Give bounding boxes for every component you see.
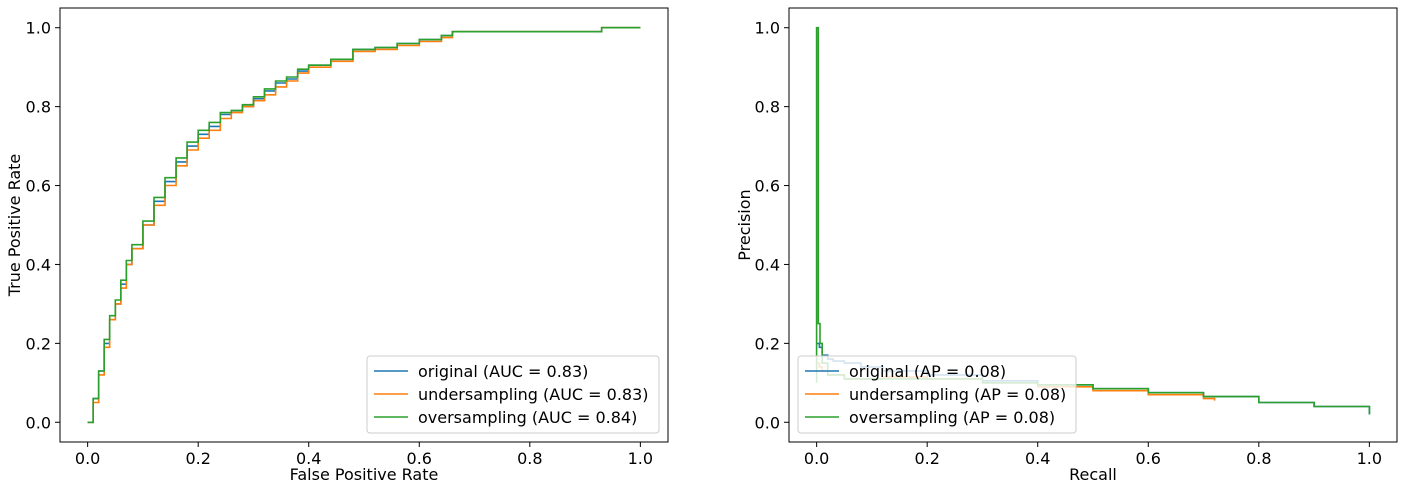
pr-chart-x-axis-label: Recall <box>1069 465 1117 484</box>
roc-chart-lines <box>87 26 641 424</box>
pr-x-tick-label: 0.4 <box>1025 449 1050 468</box>
pr-legend-entry-original: original (AP = 0.08) <box>805 362 1006 381</box>
roc-legend-label-undersampling: undersampling (AUC = 0.83) <box>418 385 649 404</box>
roc-legend-entry-original: original (AUC = 0.83) <box>374 362 588 381</box>
roc-chart-y-axis-label: True Positive Rate <box>5 154 24 298</box>
roc-y-tick-label: 0.2 <box>26 334 51 353</box>
roc-legend-box <box>366 355 660 434</box>
roc-x-tick-label: 0.2 <box>185 449 210 468</box>
pr-chart-y-axis-label: Precision <box>735 189 754 260</box>
roc-y-tick-label: 0.4 <box>26 255 51 274</box>
pr-legend-entry-undersampling: undersampling (AP = 0.08) <box>805 385 1066 404</box>
roc-x-tick-label: 0.4 <box>296 449 321 468</box>
roc-chart-legend: original (AUC = 0.83) undersampling (AUC… <box>366 355 660 434</box>
pr-x-tick-label: 0.8 <box>1246 449 1271 468</box>
pr-chart-legend: original (AP = 0.08) undersampling (AP =… <box>797 355 1077 434</box>
roc-y-tick-label: 0.8 <box>26 98 51 117</box>
pr-y-tick-label: 0.8 <box>755 98 780 117</box>
roc-chart: 0.0 0.2 0.4 0.6 0.8 1.0 0.0 0.2 0.4 0.6 0.8 1.0 Fa… <box>5 7 669 484</box>
roc-legend-entry-oversampling: oversampling (AUC = 0.84) <box>374 408 637 427</box>
pr-y-tick-label: 0.4 <box>755 255 780 274</box>
pr-chart-y-ticks: 0.0 0.2 0.4 0.6 0.8 1.0 <box>755 19 789 432</box>
pr-y-tick-label: 0.6 <box>755 177 780 196</box>
pr-x-tick-label: 0.6 <box>1136 449 1161 468</box>
roc-x-tick-label: 0.8 <box>517 449 542 468</box>
pr-legend-label-undersampling: undersampling (AP = 0.08) <box>849 385 1066 404</box>
roc-chart-x-ticks: 0.0 0.2 0.4 0.6 0.8 1.0 <box>75 442 653 468</box>
roc-y-tick-label: 0.6 <box>26 177 51 196</box>
pr-chart-x-ticks: 0.0 0.2 0.4 0.6 0.8 1.0 <box>804 442 1382 468</box>
pr-legend-box <box>797 355 1077 434</box>
roc-legend-label-oversampling: oversampling (AUC = 0.84) <box>418 408 637 427</box>
pr-legend-entry-oversampling: oversampling (AP = 0.08) <box>805 408 1055 427</box>
roc-chart-y-ticks: 0.0 0.2 0.4 0.6 0.8 1.0 <box>26 19 60 432</box>
roc-chart-x-axis-label: False Positive Rate <box>290 465 439 484</box>
roc-y-tick-label: 0.0 <box>26 413 51 432</box>
pr-legend-label-original: original (AP = 0.08) <box>849 362 1006 381</box>
pr-x-tick-label: 0.0 <box>804 449 829 468</box>
roc-x-tick-label: 1.0 <box>628 449 653 468</box>
pr-y-tick-label: 0.0 <box>755 413 780 432</box>
precision-recall-chart: 0.0 0.2 0.4 0.6 0.8 1.0 0.0 0.2 0.4 0.6 0.8 1.0 Re… <box>735 7 1398 484</box>
pr-x-tick-label: 0.2 <box>914 449 939 468</box>
pr-chart-frame <box>788 7 1398 443</box>
roc-x-tick-label: 0.0 <box>75 449 100 468</box>
pr-y-tick-label: 0.2 <box>755 334 780 353</box>
roc-legend-entry-undersampling: undersampling (AUC = 0.83) <box>374 385 649 404</box>
roc-series-line-2 <box>87 26 641 424</box>
roc-chart-frame <box>59 7 669 443</box>
roc-x-tick-label: 0.6 <box>407 449 432 468</box>
roc-legend-label-original: original (AUC = 0.83) <box>418 362 588 381</box>
pr-y-tick-label: 1.0 <box>755 19 780 38</box>
pr-x-tick-label: 1.0 <box>1357 449 1382 468</box>
roc-y-tick-label: 1.0 <box>26 19 51 38</box>
pr-legend-label-oversampling: oversampling (AP = 0.08) <box>849 408 1055 427</box>
